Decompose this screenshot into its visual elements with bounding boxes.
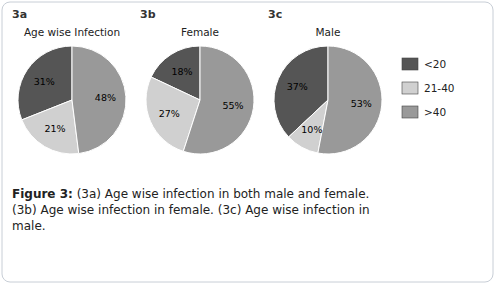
- data-label: 31%: [34, 76, 55, 87]
- data-label: 53%: [351, 98, 372, 109]
- data-label: 55%: [223, 100, 244, 111]
- data-label: 48%: [95, 92, 116, 103]
- pie-subtitle: Female: [181, 26, 219, 38]
- pie-slice: [183, 46, 254, 154]
- pie-tag: 3b: [140, 8, 156, 21]
- legend-swatch: [402, 58, 418, 70]
- pie: 3a Age wise Infection: [12, 8, 126, 154]
- data-label: 10%: [301, 124, 322, 135]
- legend: <20 21-40 >40: [402, 58, 455, 118]
- pie-slice: [274, 46, 328, 137]
- caption-label: Figure 3:: [12, 187, 73, 201]
- pie-slice: [22, 100, 79, 154]
- pie: 3c Male: [268, 8, 382, 154]
- legend-swatch: [402, 106, 418, 118]
- legend-label: <20: [424, 58, 446, 70]
- data-label: 37%: [287, 81, 308, 92]
- caption: Figure 3: (3a) Age wise infection in bot…: [12, 186, 482, 234]
- frame: [2, 2, 493, 282]
- data-label: 27%: [159, 108, 180, 119]
- data-label: 21%: [44, 123, 65, 134]
- data-label: 18%: [171, 66, 192, 77]
- pie: 3b Female: [140, 8, 254, 154]
- legend-label: >40: [424, 106, 446, 118]
- pie-subtitle: Male: [316, 26, 341, 38]
- pie-tag: 3a: [12, 8, 27, 21]
- legend-swatch: [402, 82, 418, 94]
- pie-tag: 3c: [268, 8, 282, 21]
- legend-label: 21-40: [424, 82, 455, 94]
- pie-slice: [72, 46, 126, 154]
- pie-subtitle: Age wise Infection: [24, 26, 120, 38]
- pie-slice: [318, 46, 382, 154]
